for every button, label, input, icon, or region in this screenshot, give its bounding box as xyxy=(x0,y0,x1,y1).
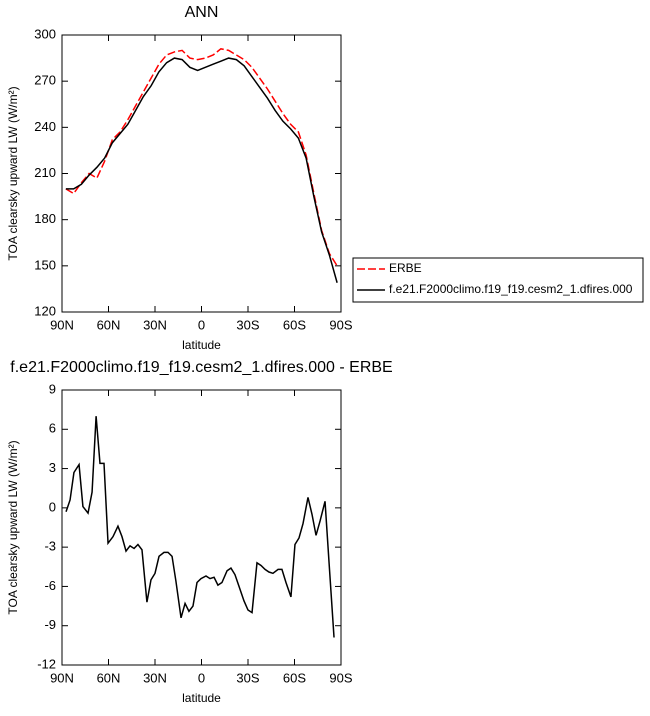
x-tick-label: 0 xyxy=(198,670,205,685)
x-tick-label: 60S xyxy=(283,317,306,332)
y-tick-label: 210 xyxy=(34,165,56,180)
y-tick-label: 0 xyxy=(49,499,56,514)
x-tick-label: 90S xyxy=(329,670,352,685)
y-tick-label: -12 xyxy=(37,656,56,671)
plot-frame xyxy=(61,34,342,313)
x-tick-label: 30N xyxy=(143,670,167,685)
x-tick-label: 30S xyxy=(236,317,259,332)
x-tick-label: 0 xyxy=(198,317,205,332)
x-tick-label: 30N xyxy=(143,317,167,332)
y-axis-label: TOA clearsky upward LW (W/m²) xyxy=(6,440,20,614)
x-axis-label: latitude xyxy=(182,691,221,705)
y-tick-label: 300 xyxy=(34,26,56,41)
legend-box xyxy=(352,257,644,303)
y-tick-label: 240 xyxy=(34,119,56,134)
y-tick-label: -9 xyxy=(44,617,56,632)
x-tick-label: 90N xyxy=(50,317,74,332)
y-tick-label: 150 xyxy=(34,257,56,272)
x-axis-label: latitude xyxy=(182,338,221,352)
legend-label: f.e21.F2000climo.f19_f19.cesm2_1.dfires.… xyxy=(389,282,633,296)
plot-frame xyxy=(61,389,342,666)
chart-title: ANN xyxy=(185,4,219,21)
data-line xyxy=(65,416,335,638)
y-tick-label: -3 xyxy=(44,539,56,554)
y-tick-label: 3 xyxy=(49,460,56,475)
y-tick-label: 120 xyxy=(34,303,56,318)
x-tick-label: 30S xyxy=(236,670,259,685)
y-axis-label: TOA clearsky upward LW (W/m²) xyxy=(6,86,20,260)
x-tick-label: 60N xyxy=(97,670,121,685)
legend-label: ERBE xyxy=(389,261,422,275)
x-tick-label: 90S xyxy=(329,317,352,332)
x-tick-label: 60N xyxy=(97,317,121,332)
chart-title: f.e21.F2000climo.f19_f19.cesm2_1.dfires.… xyxy=(10,359,392,376)
y-tick-label: 6 xyxy=(49,421,56,436)
data-line xyxy=(65,57,338,283)
y-tick-label: -6 xyxy=(44,578,56,593)
y-tick-label: 9 xyxy=(49,381,56,396)
x-tick-label: 90N xyxy=(50,670,74,685)
y-tick-label: 270 xyxy=(34,73,56,88)
y-tick-label: 180 xyxy=(34,211,56,226)
x-tick-label: 60S xyxy=(283,670,306,685)
data-line xyxy=(65,48,338,267)
